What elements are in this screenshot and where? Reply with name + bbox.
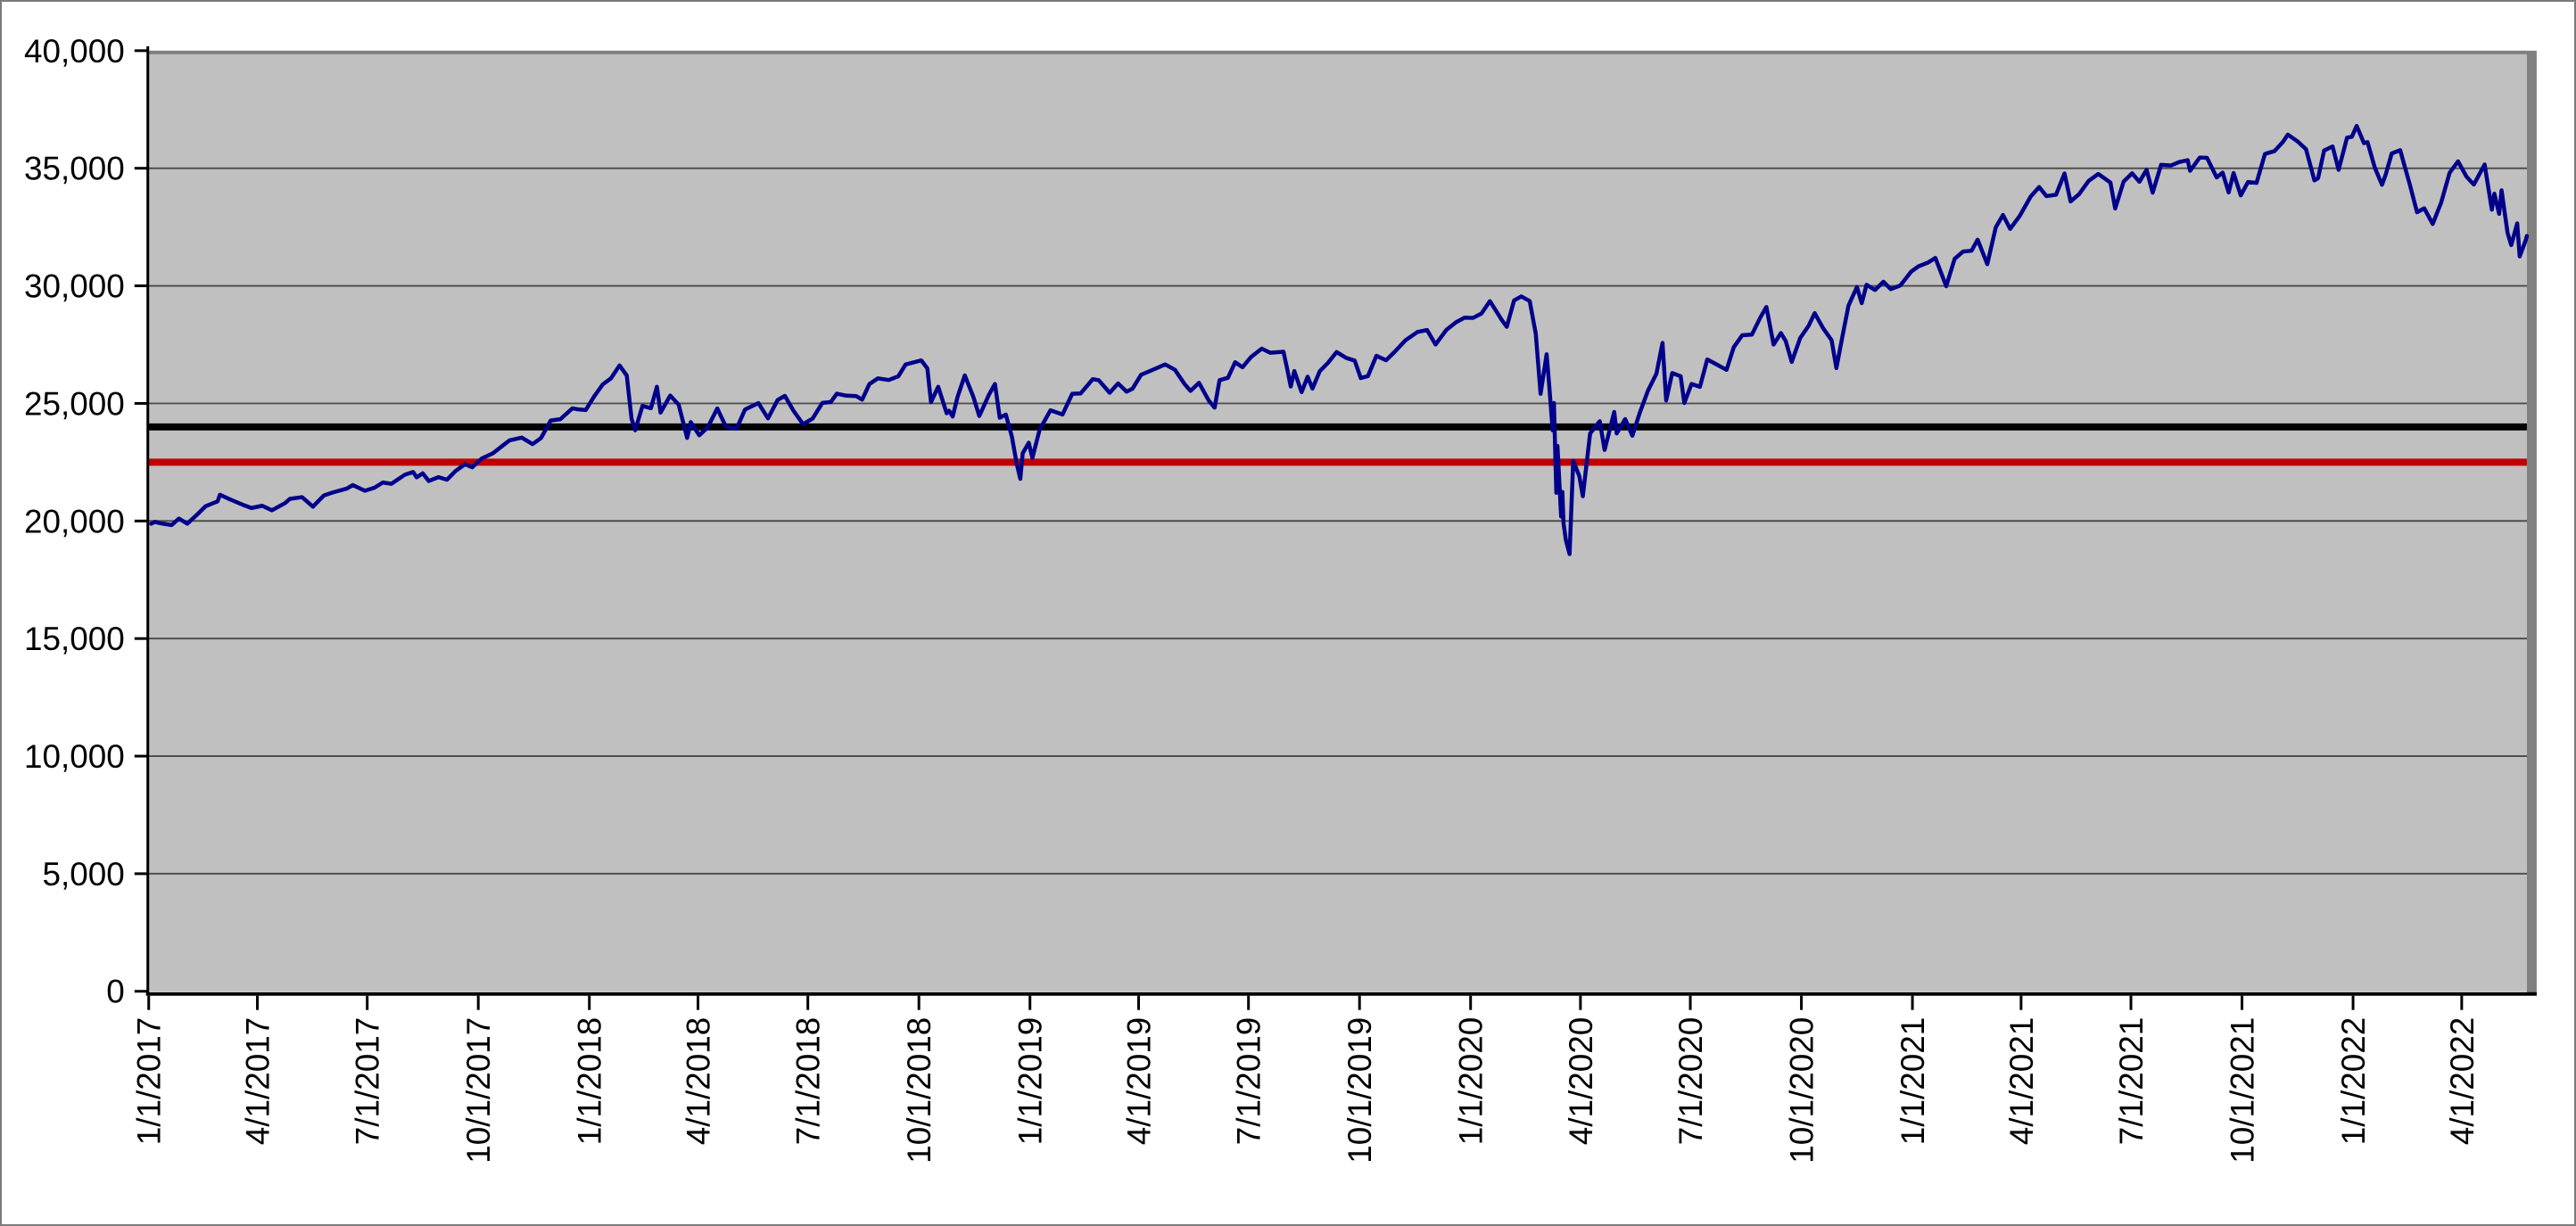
x-axis-label: 10/1/2021 [2225, 1017, 2261, 1164]
y-axis-label: 15,000 [24, 621, 125, 657]
x-axis-label: 10/1/2017 [460, 1017, 497, 1164]
x-axis-label: 7/1/2019 [1231, 1017, 1267, 1146]
x-axis-ticks [147, 995, 2464, 1010]
x-axis-label: 1/1/2017 [131, 1017, 168, 1146]
x-axis-label: 10/1/2018 [901, 1017, 937, 1164]
y-axis-label: 30,000 [24, 268, 125, 305]
gridlines [148, 167, 2527, 875]
x-axis-label: 7/1/2017 [350, 1017, 386, 1146]
x-axis-label: 10/1/2020 [1784, 1017, 1821, 1164]
x-axis-label: 7/1/2018 [790, 1017, 827, 1146]
x-axis-label: 4/1/2019 [1120, 1017, 1157, 1146]
y-axis-label: 5,000 [43, 856, 125, 893]
x-axis-label: 1/1/2022 [2335, 1017, 2372, 1146]
plot-area-right-shadow [2526, 50, 2537, 995]
y-axis-label: 10,000 [24, 738, 125, 775]
x-axis-label: 1/1/2021 [1895, 1017, 1931, 1146]
x-axis-label: 10/1/2019 [1342, 1017, 1378, 1164]
plot-area-top-border [148, 50, 2527, 54]
x-axis-label: 4/1/2017 [239, 1017, 276, 1146]
x-axis-label: 4/1/2021 [2003, 1017, 2040, 1146]
x-axis-label: 4/1/2022 [2444, 1017, 2481, 1146]
y-axis-label: 40,000 [24, 33, 125, 70]
x-axis-label: 1/1/2019 [1012, 1017, 1049, 1146]
plot-area [148, 50, 2537, 995]
x-axis-label: 7/1/2021 [2113, 1017, 2150, 1146]
data-series [149, 123, 2530, 556]
x-axis-label: 1/1/2020 [1453, 1017, 1490, 1146]
y-axis-ticks [134, 49, 148, 993]
y-axis-label: 35,000 [24, 151, 125, 187]
index-daily-close-line [149, 123, 2530, 556]
x-axis-label: 4/1/2020 [1563, 1017, 1599, 1146]
y-axis-labels: 0 5,000 10,000 15,000 20,000 25,000 30,000 35,0… [24, 33, 125, 1010]
x-axis-label: 4/1/2018 [680, 1017, 716, 1146]
x-axis-labels: 1/1/2017 4/1/2017 7/1/2017 10/1/2017 1/1/201… [131, 1017, 2481, 1164]
y-axis-label: 20,000 [24, 503, 125, 539]
x-axis-label: 7/1/2020 [1672, 1017, 1709, 1146]
x-axis-label: 1/1/2018 [572, 1017, 608, 1146]
y-axis-label: 25,000 [24, 385, 125, 422]
y-axis-label: 0 [106, 974, 125, 1010]
